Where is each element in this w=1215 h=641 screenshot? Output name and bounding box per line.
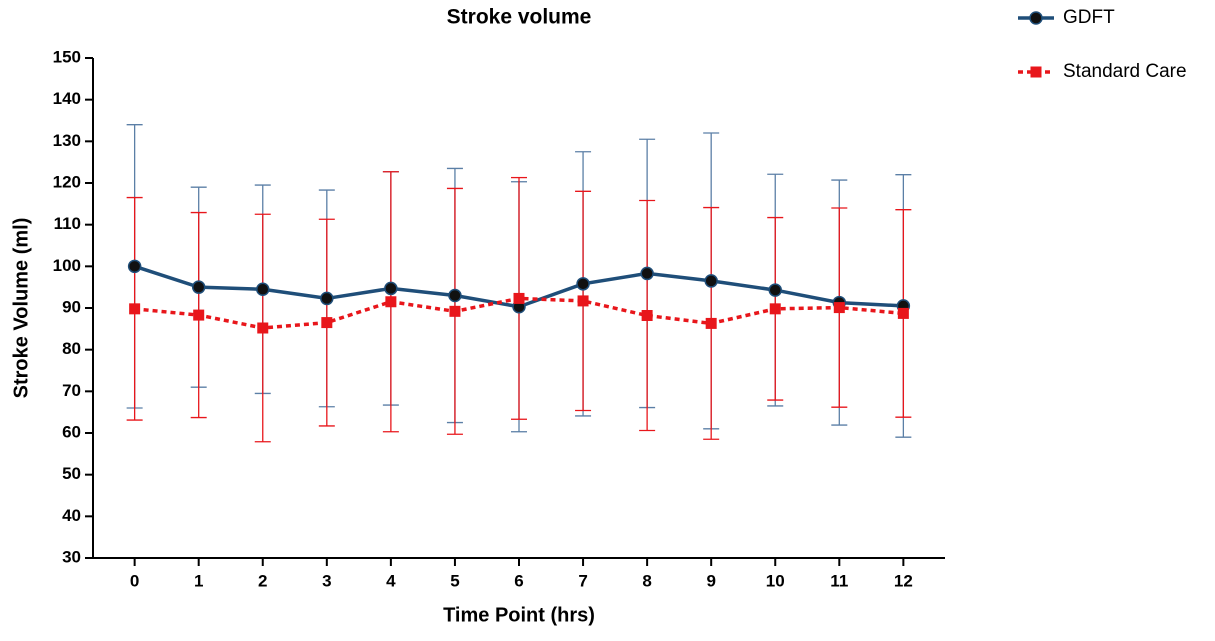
data-point bbox=[897, 307, 909, 319]
x-tick-label: 11 bbox=[830, 571, 848, 590]
data-point bbox=[257, 322, 269, 334]
y-tick-label: 30 bbox=[62, 547, 81, 566]
y-tick-label: 60 bbox=[62, 422, 81, 441]
y-tick-label: 40 bbox=[62, 506, 81, 525]
data-point bbox=[576, 277, 590, 291]
legend-text: GDFT bbox=[1063, 7, 1115, 28]
y-tick-label: 70 bbox=[62, 381, 81, 400]
data-point bbox=[513, 292, 525, 304]
y-tick-label: 80 bbox=[62, 339, 81, 358]
chart-title: Stroke volume bbox=[447, 6, 592, 29]
x-tick-label: 9 bbox=[706, 571, 715, 590]
data-point bbox=[385, 296, 397, 308]
x-tick-label: 2 bbox=[258, 571, 267, 590]
x-tick-label: 4 bbox=[386, 571, 396, 590]
data-point bbox=[768, 283, 782, 297]
x-tick-label: 3 bbox=[322, 571, 331, 590]
data-point bbox=[704, 274, 718, 288]
y-tick-label: 130 bbox=[53, 131, 81, 150]
x-tick-label: 1 bbox=[194, 571, 203, 590]
y-axis-title: Stroke Volume (ml) bbox=[10, 218, 32, 399]
data-point bbox=[833, 302, 845, 314]
y-tick-label: 110 bbox=[54, 214, 81, 233]
data-point bbox=[321, 317, 333, 329]
x-tick-label: 6 bbox=[514, 571, 523, 590]
legend-marker bbox=[1030, 66, 1042, 78]
x-tick-label: 8 bbox=[642, 571, 651, 590]
data-point bbox=[191, 280, 206, 294]
data-point bbox=[320, 291, 334, 306]
data-point bbox=[384, 281, 398, 296]
y-tick-label: 140 bbox=[53, 89, 81, 108]
data-point bbox=[640, 266, 654, 281]
x-tick-label: 7 bbox=[578, 571, 587, 590]
y-tick-label: 50 bbox=[62, 464, 81, 483]
data-point bbox=[769, 303, 781, 315]
data-point bbox=[127, 259, 142, 274]
data-point bbox=[705, 317, 717, 329]
data-point bbox=[449, 305, 461, 317]
data-point bbox=[448, 288, 462, 303]
data-point bbox=[577, 295, 589, 307]
y-tick-label: 90 bbox=[62, 297, 81, 316]
x-tick-label: 12 bbox=[894, 571, 913, 590]
y-tick-label: 120 bbox=[53, 172, 81, 191]
x-tick-label: 5 bbox=[450, 571, 459, 590]
x-tick-label: 0 bbox=[130, 571, 139, 590]
x-axis-title: Time Point (hrs) bbox=[443, 604, 595, 626]
data-point bbox=[129, 303, 141, 315]
y-tick-label: 100 bbox=[53, 256, 81, 275]
legend-marker bbox=[1029, 11, 1043, 25]
data-point bbox=[256, 282, 270, 296]
legend-text: Standard Care bbox=[1063, 61, 1187, 82]
data-point bbox=[193, 309, 205, 321]
data-point bbox=[641, 310, 653, 321]
y-tick-label: 150 bbox=[53, 47, 81, 66]
x-tick-label: 10 bbox=[766, 571, 785, 590]
